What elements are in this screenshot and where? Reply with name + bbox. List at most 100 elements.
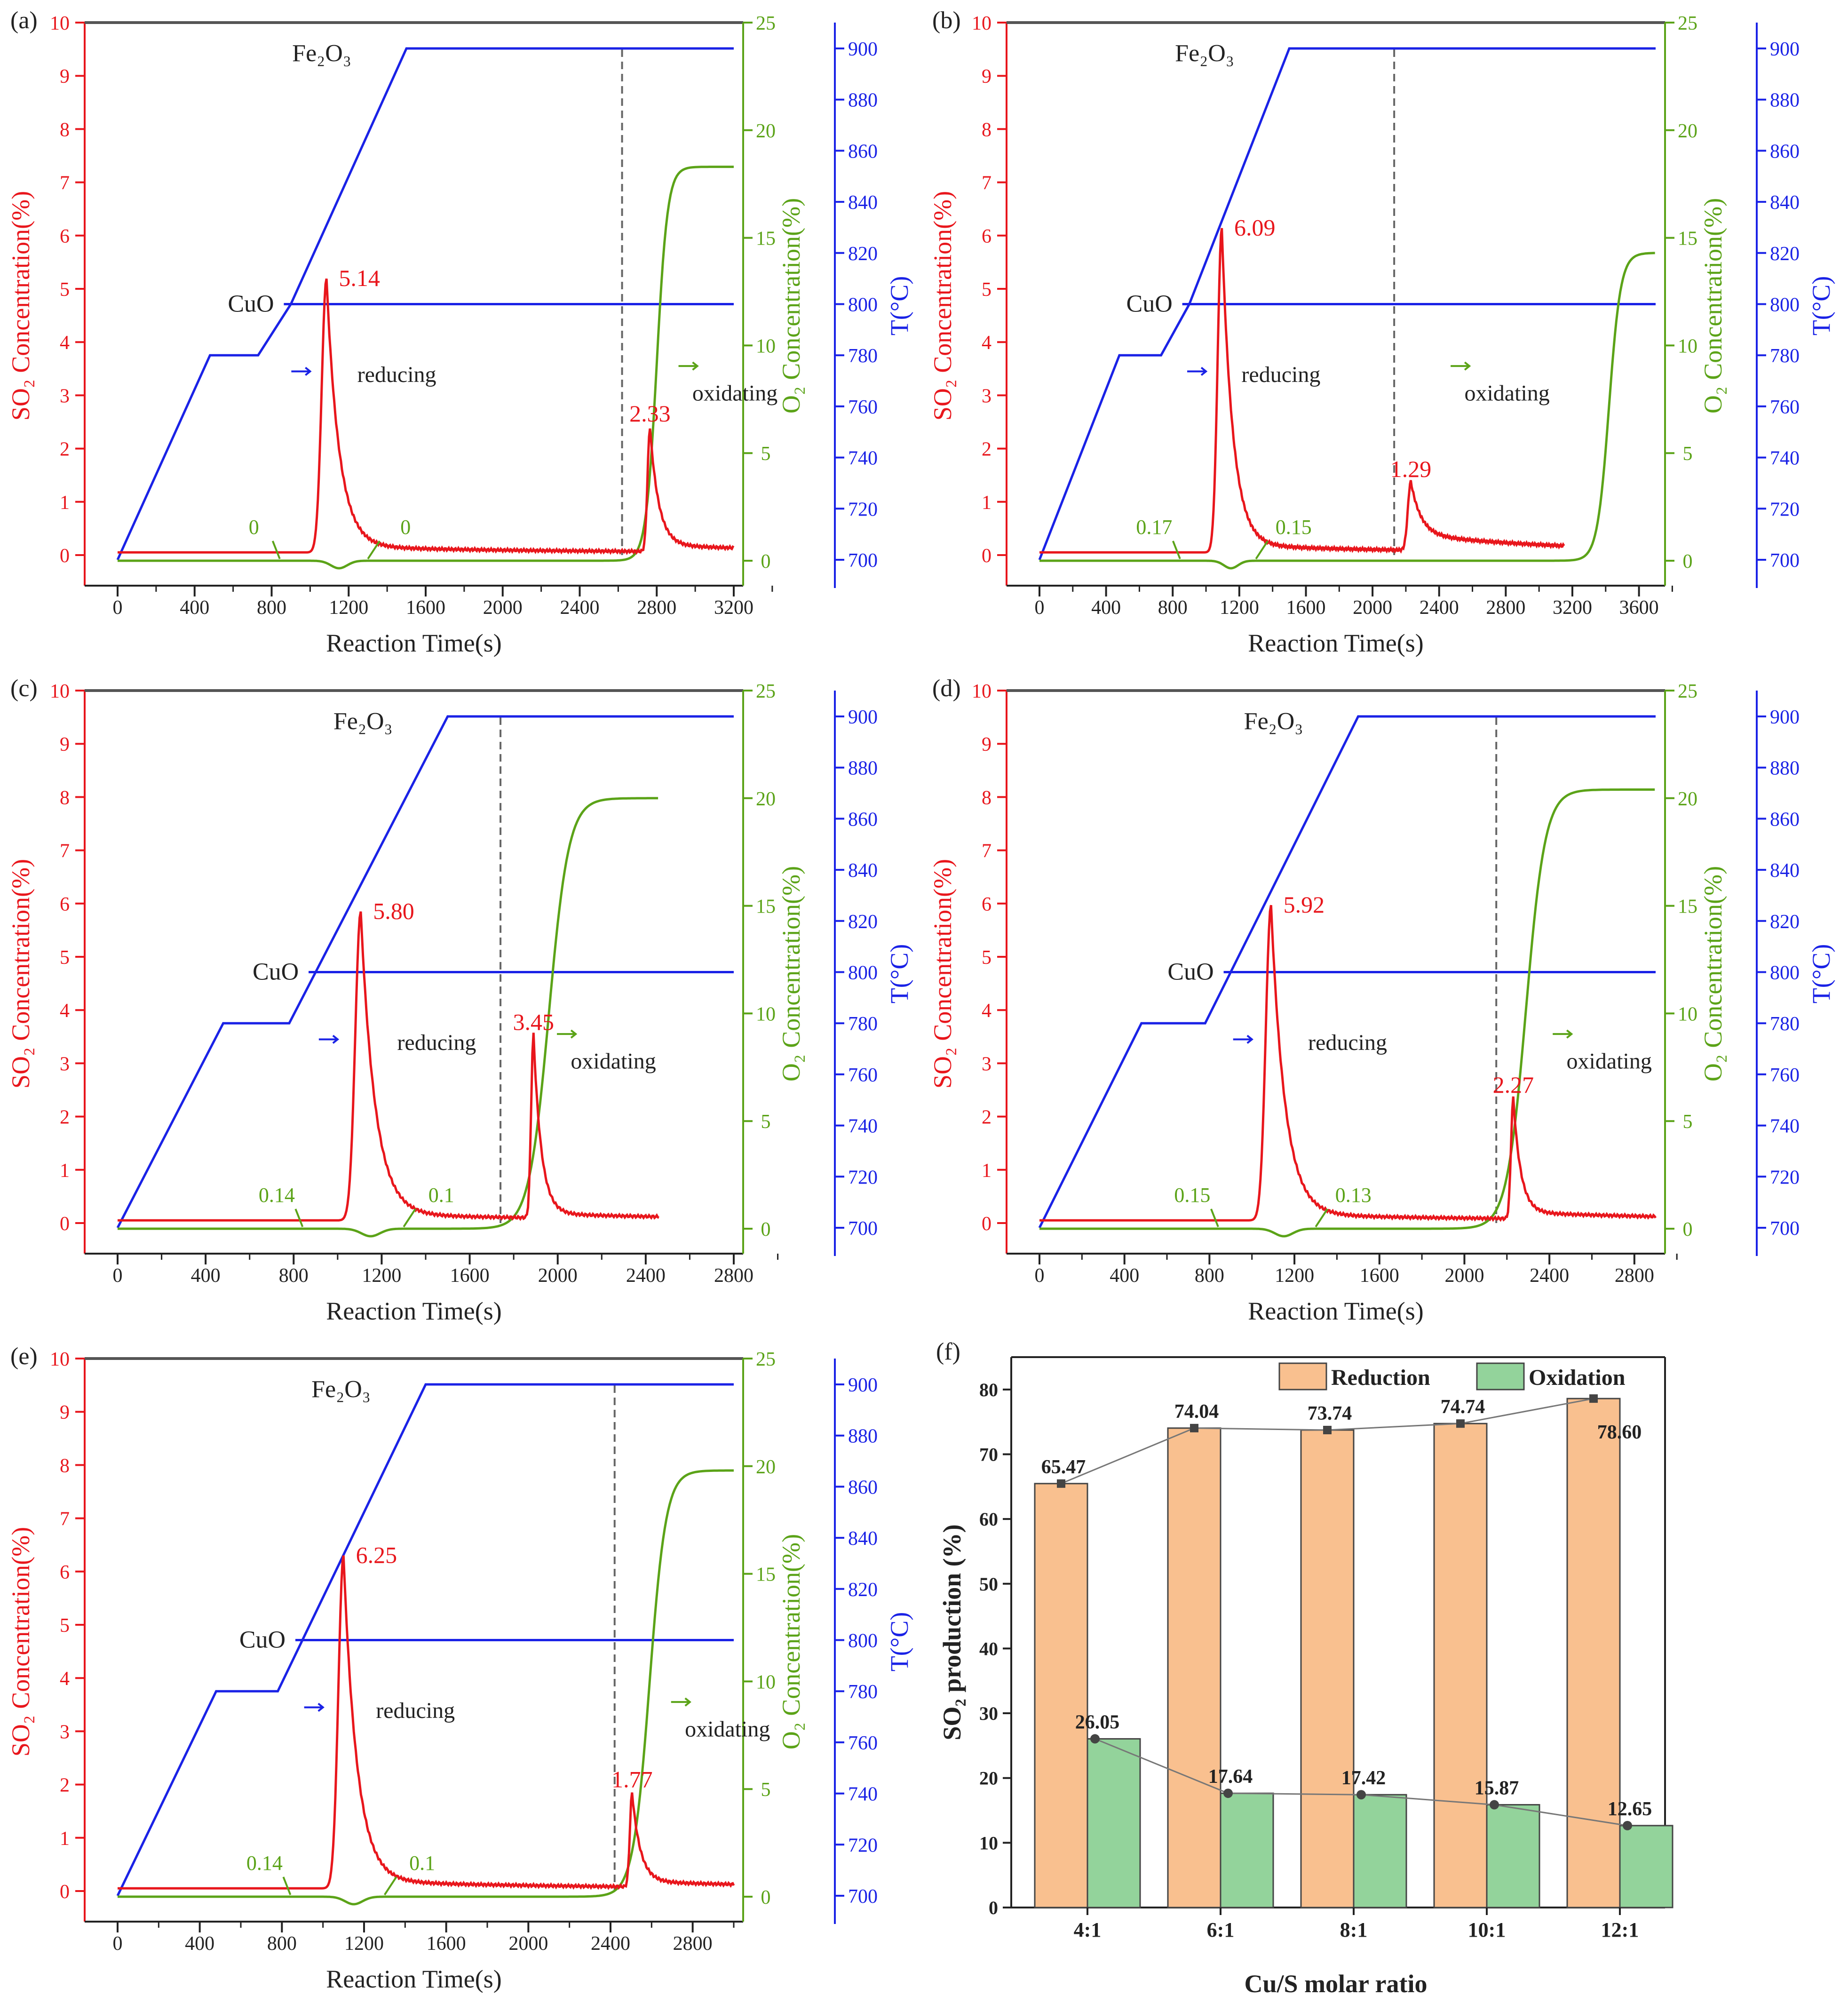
temp-tick-label: 860 <box>848 141 878 162</box>
x-tick-label: 1600 <box>1360 1265 1399 1287</box>
o2-axis-label: O₂ Concentration(%) <box>1699 866 1727 1081</box>
temp-tick-label: 820 <box>848 911 878 933</box>
temp-tick-label: 860 <box>1770 141 1800 162</box>
x-tick-label: 1200 <box>1220 597 1259 619</box>
oxidation-marker <box>1623 1820 1632 1830</box>
x-tick-label: 1600 <box>450 1265 490 1287</box>
reducing-label: reducing <box>1241 362 1320 387</box>
o2-tick-label: 10 <box>756 1671 776 1693</box>
temp-tick-label: 880 <box>1770 758 1800 779</box>
so2-tick-label: 8 <box>60 1455 70 1477</box>
bar-y-tick-label: 20 <box>979 1768 998 1789</box>
so2-tick-label: 10 <box>50 1349 70 1370</box>
reduction-marker <box>1323 1425 1332 1434</box>
temperature-line <box>116 715 734 1229</box>
o2-tick-label: 5 <box>761 1111 771 1133</box>
x-axis-label: Reaction Time(s) <box>1248 1297 1424 1325</box>
temp-tick-label: 740 <box>848 1116 878 1137</box>
temp-tick-label: 900 <box>848 39 878 60</box>
panel-letter: (d) <box>932 675 961 702</box>
temp-tick-label: 900 <box>1770 39 1800 60</box>
x-tick-label: 2000 <box>1353 597 1392 619</box>
so2-axis-label: SO₂ Concentration(%) <box>928 191 957 421</box>
o2-tick-label: 15 <box>756 228 776 250</box>
peak1-label: 6.09 <box>1234 215 1276 241</box>
o2-tick-label: 15 <box>1678 896 1697 918</box>
reduction-value-label: 74.04 <box>1174 1401 1219 1423</box>
bar-x-tick-label: 10:1 <box>1468 1918 1506 1941</box>
temp-series-arrow <box>291 366 312 376</box>
o2-label-leader <box>1315 1208 1328 1228</box>
so2-tick-label: 9 <box>60 66 70 87</box>
reduction-value-label: 65.47 <box>1041 1456 1086 1478</box>
x-tick-label: 3200 <box>1553 597 1592 619</box>
bar-y-tick-label: 0 <box>989 1897 998 1918</box>
x-tick-label: 1200 <box>1275 1265 1314 1287</box>
o2-series-arrow <box>557 1029 578 1039</box>
reduction-marker <box>1057 1479 1065 1488</box>
temp-tick-label: 880 <box>1770 90 1800 111</box>
o2-line <box>118 1469 734 1906</box>
temp-tick-label: 840 <box>1770 192 1800 214</box>
bar-x-axis-label: Cu/S molar ratio <box>1245 1970 1428 1998</box>
reducing-label: reducing <box>397 1030 476 1055</box>
so2-tick-label: 9 <box>982 66 991 87</box>
temp-tick-label: 740 <box>848 1784 878 1805</box>
so2-tick-label: 3 <box>60 1721 70 1743</box>
x-tick-label: 400 <box>1110 1265 1139 1287</box>
cuo-label: CuO <box>1126 291 1173 318</box>
o2-tick-label: 25 <box>756 13 776 34</box>
reducing-label: reducing <box>357 362 436 387</box>
x-axis-label: Reaction Time(s) <box>326 629 502 657</box>
fe2o3-label: Fe₂O₃ <box>1244 708 1303 735</box>
so2-tick-label: 0 <box>60 545 70 567</box>
so2-tick-label: 3 <box>982 1053 991 1075</box>
so2-tick-label: 1 <box>982 1160 991 1182</box>
so2-tick-label: 9 <box>60 734 70 755</box>
fe2o3-label: Fe₂O₃ <box>292 40 351 67</box>
x-tick-label: 800 <box>267 1933 297 1955</box>
temp-tick-label: 820 <box>848 1579 878 1601</box>
x-tick-label: 2400 <box>626 1265 666 1287</box>
peak1-label: 6.25 <box>356 1542 397 1568</box>
so2-tick-label: 0 <box>60 1881 70 1903</box>
o2-tick-label: 15 <box>756 1564 776 1586</box>
so2-tick-label: 9 <box>60 1402 70 1423</box>
reduction-bar <box>1566 1398 1621 1908</box>
o2-tick-label: 5 <box>761 1779 771 1801</box>
o2-tick-label: 25 <box>1678 13 1697 34</box>
so2-axis-label: SO₂ Concentration(%) <box>7 859 35 1089</box>
temp-tick-label: 780 <box>848 1681 878 1703</box>
reduction-bar <box>1300 1429 1355 1908</box>
x-tick-label: 2400 <box>1530 1265 1569 1287</box>
temp-tick-label: 780 <box>1770 345 1800 367</box>
panel-e: 0 1 2 3 4 5 6 7 8 9 10 0 5 10 15 20 25 700 720 740 760 780 800… <box>7 1343 913 1993</box>
o2-tick-label: 20 <box>756 120 776 142</box>
o2-label-leader <box>1210 1208 1219 1227</box>
temp-axis-label: T(°C) <box>885 944 913 1004</box>
bar-y-tick-label: 70 <box>979 1444 998 1465</box>
reduction-bar <box>1034 1483 1088 1908</box>
so2-tick-label: 4 <box>60 1668 70 1690</box>
reduction-bar <box>1167 1427 1221 1908</box>
bar-y-tick-label: 80 <box>979 1379 998 1400</box>
so2-tick-label: 0 <box>982 545 991 567</box>
panel-a: 0 1 2 3 4 5 6 7 8 9 10 0 5 10 15 20 25 700 720 740 760 780 800… <box>7 7 913 657</box>
peak2-label: 3.45 <box>513 1009 555 1035</box>
temperature-line <box>1038 715 1656 1229</box>
panel-c: 0 1 2 3 4 5 6 7 8 9 10 0 5 10 15 20 25 700 720 740 760 780 800… <box>7 675 913 1325</box>
x-axis-label: Reaction Time(s) <box>326 1965 502 1993</box>
so2-tick-label: 0 <box>60 1213 70 1235</box>
x-tick-label: 0 <box>1035 1265 1045 1287</box>
x-tick-label: 400 <box>1091 597 1121 619</box>
x-tick-label: 2400 <box>1420 597 1459 619</box>
o2-tick-label: 0 <box>761 1887 771 1908</box>
o2-label-leader <box>282 1876 292 1895</box>
bar-x-tick-label: 4:1 <box>1074 1918 1102 1941</box>
peak2-label: 1.29 <box>1390 456 1432 482</box>
so2-tick-label: 10 <box>50 681 70 702</box>
so2-tick-label: 7 <box>60 173 70 194</box>
peak1-label: 5.14 <box>339 265 380 291</box>
temp-tick-label: 900 <box>1770 707 1800 728</box>
